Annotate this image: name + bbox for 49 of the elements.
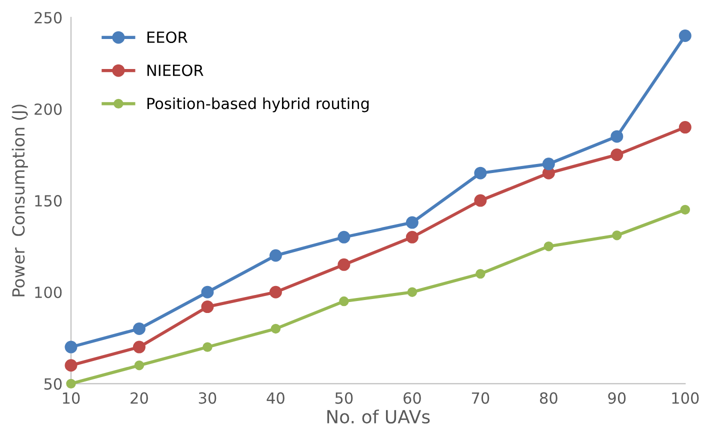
point bbox=[474, 194, 487, 207]
x-axis-title: No. of UAVs bbox=[327, 410, 430, 424]
point bbox=[201, 286, 214, 298]
y-tick-label: 150 bbox=[35, 195, 62, 207]
x-tick-label: 50 bbox=[335, 392, 353, 404]
point bbox=[542, 158, 555, 170]
point bbox=[474, 166, 487, 180]
x-tick-label: 70 bbox=[472, 392, 490, 404]
point bbox=[269, 286, 282, 298]
x-tick-label: 60 bbox=[404, 392, 421, 404]
x-tick-label: 30 bbox=[198, 392, 216, 404]
point bbox=[678, 121, 692, 134]
point bbox=[64, 340, 78, 354]
x-tick-label: 100 bbox=[672, 392, 699, 404]
y-axis-title: Power Consumption (J) bbox=[12, 104, 28, 296]
point bbox=[338, 230, 350, 244]
point bbox=[610, 148, 624, 162]
x-tick-label: 90 bbox=[608, 392, 626, 404]
point bbox=[66, 378, 76, 389]
legend-label: EEOR bbox=[147, 31, 188, 44]
point bbox=[407, 287, 418, 297]
point bbox=[544, 241, 554, 252]
y-tick-label: 250 bbox=[34, 12, 62, 24]
point bbox=[406, 230, 418, 244]
x-tick-label: 10 bbox=[62, 392, 80, 404]
x-tick-label: 80 bbox=[540, 392, 558, 404]
point bbox=[680, 204, 690, 215]
point bbox=[339, 296, 349, 306]
point bbox=[269, 249, 282, 262]
point bbox=[406, 216, 418, 229]
point bbox=[202, 342, 212, 352]
point bbox=[270, 324, 281, 334]
point bbox=[612, 230, 622, 240]
y-tick-label: 200 bbox=[34, 103, 62, 116]
point bbox=[64, 359, 78, 372]
point bbox=[476, 268, 486, 279]
x-tick-label: 40 bbox=[266, 392, 284, 404]
y-tick-label: 100 bbox=[35, 286, 62, 298]
legend-label: NIEEOR bbox=[147, 64, 204, 76]
point bbox=[132, 322, 146, 335]
point bbox=[201, 300, 214, 314]
point bbox=[132, 340, 146, 354]
point bbox=[134, 360, 144, 370]
y-tick-label: 50 bbox=[44, 378, 62, 390]
point bbox=[678, 30, 692, 42]
point bbox=[338, 258, 350, 271]
legend-label: Position-based hybrid routing bbox=[147, 97, 369, 112]
point bbox=[610, 130, 624, 143]
x-tick-label: 20 bbox=[130, 392, 148, 404]
